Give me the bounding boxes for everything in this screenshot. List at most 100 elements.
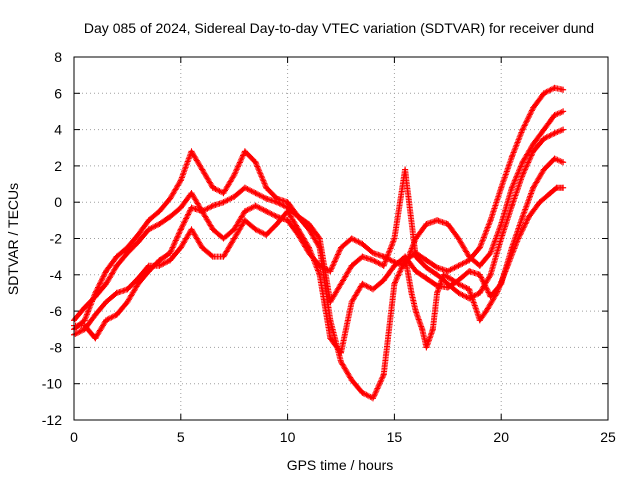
data-point — [188, 226, 195, 233]
data-point — [135, 280, 142, 287]
data-point — [519, 172, 526, 178]
data-point — [429, 326, 436, 333]
data-point — [338, 244, 344, 251]
axes: 0 5 10 15 20 25 -12 -10 -8 -6 -4 -2 0 2 4 6 8 — [42, 49, 616, 445]
data-point — [209, 226, 216, 233]
y-tick-label: 2 — [54, 158, 62, 174]
data-point — [408, 289, 415, 296]
data-point — [348, 235, 355, 242]
data-point — [124, 299, 131, 305]
data-point — [455, 280, 462, 287]
data-point — [156, 257, 163, 264]
x-axis-label: GPS time / hours — [287, 457, 394, 473]
data-point — [156, 262, 163, 269]
data-point — [519, 159, 526, 166]
data-point — [145, 268, 152, 275]
data-point — [241, 208, 248, 215]
data-point — [145, 226, 152, 233]
y-tick-label: -6 — [50, 303, 63, 319]
data-point — [530, 184, 537, 191]
data-point — [434, 271, 441, 278]
data-point — [348, 299, 355, 305]
data-point — [519, 126, 526, 133]
data-point — [455, 289, 462, 296]
data-point — [504, 262, 511, 269]
data-point — [423, 221, 430, 227]
y-tick-label: -2 — [50, 231, 63, 247]
data-point — [476, 244, 483, 251]
data-point — [241, 148, 248, 155]
data-point — [466, 268, 473, 275]
data-point — [423, 344, 430, 351]
data-point — [540, 126, 547, 133]
data-point — [124, 244, 131, 251]
data-point — [124, 286, 131, 293]
x-tick-label: 15 — [387, 429, 403, 445]
data-point — [156, 221, 163, 227]
data-point — [434, 217, 441, 224]
y-tick-label: -4 — [50, 267, 63, 283]
data-point — [177, 177, 184, 184]
data-point — [284, 199, 291, 206]
data-point — [547, 190, 554, 197]
data-point — [209, 253, 216, 260]
data-point — [391, 280, 398, 287]
data-point — [284, 217, 291, 224]
data-point — [444, 221, 451, 227]
data-point — [145, 217, 152, 224]
data-point — [359, 240, 366, 247]
y-tick-label: -8 — [50, 339, 63, 355]
data-point — [540, 166, 547, 173]
data-point — [135, 239, 142, 246]
data-point — [220, 253, 227, 260]
data-point — [177, 244, 184, 251]
data-point — [466, 253, 473, 260]
data-point — [551, 84, 558, 91]
data-point — [380, 277, 387, 284]
y-tick-label: 8 — [54, 49, 62, 65]
data-point — [231, 226, 238, 233]
data-point — [81, 317, 88, 324]
data-point — [263, 231, 270, 238]
data-point — [530, 141, 537, 148]
data-point — [476, 317, 483, 324]
data-point — [316, 235, 323, 242]
data-point — [263, 208, 270, 215]
data-point — [498, 184, 505, 191]
data-point — [560, 159, 567, 166]
data-point — [540, 135, 547, 142]
data-point — [455, 235, 462, 242]
data-point — [252, 226, 259, 233]
data-point — [540, 90, 547, 97]
data-point — [370, 395, 376, 402]
data-point — [306, 244, 312, 251]
data-point — [515, 235, 522, 242]
data-point — [231, 172, 238, 178]
data-point — [498, 235, 505, 242]
data-point — [103, 280, 109, 287]
data-point — [370, 286, 376, 293]
y-tick-label: 0 — [54, 194, 62, 210]
data-point — [476, 262, 483, 269]
data-point — [209, 202, 216, 209]
data-point — [188, 190, 195, 197]
data-point — [508, 202, 515, 209]
data-point — [536, 199, 543, 206]
data-point — [348, 262, 355, 269]
data-point — [231, 235, 238, 242]
data-point — [348, 377, 355, 384]
data-point — [273, 213, 280, 220]
data-point — [241, 217, 248, 224]
data-point — [370, 250, 376, 256]
data-point — [167, 213, 174, 220]
data-point — [338, 349, 344, 356]
data-point — [455, 262, 462, 269]
data-point — [81, 304, 88, 311]
data-point — [487, 217, 494, 224]
data-point — [295, 226, 302, 233]
x-tick-label: 25 — [600, 429, 616, 445]
series-4 — [71, 126, 567, 342]
plot-border — [73, 56, 609, 421]
data-point — [391, 235, 398, 242]
data-point — [359, 389, 366, 396]
